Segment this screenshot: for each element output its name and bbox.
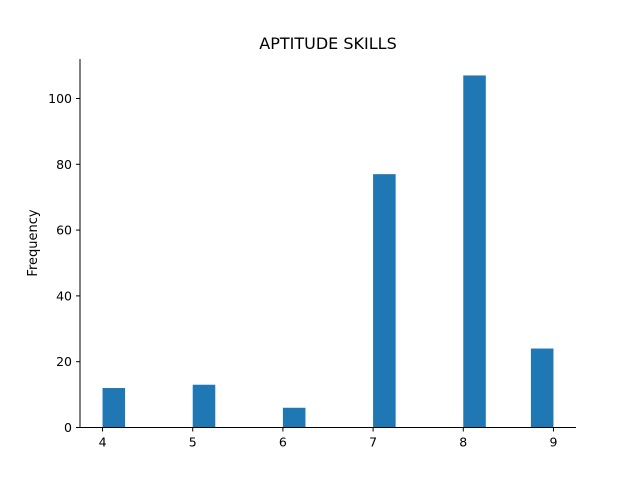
- x-ticks-group: 4 5 6 7 8 9: [99, 427, 557, 450]
- y-tick-label: 80: [56, 157, 72, 172]
- histogram-bar-3: [282, 407, 306, 428]
- histogram-bar-2: [192, 384, 216, 428]
- y-ticks-group: 0 20 40 60 80 100: [48, 91, 80, 435]
- x-tick-label: 4: [99, 435, 107, 450]
- bars-group: [102, 75, 554, 428]
- x-tick-label: 9: [549, 435, 557, 450]
- x-tick-label: 8: [459, 435, 467, 450]
- y-tick-label: 0: [64, 420, 72, 435]
- histogram-bar-6: [530, 348, 554, 428]
- x-tick-label: 7: [369, 435, 377, 450]
- chart-title: APTITUDE SKILLS: [259, 34, 396, 53]
- y-tick-label: 40: [56, 288, 72, 303]
- y-axis-label: Frequency: [26, 209, 41, 276]
- histogram-bar-4: [373, 174, 396, 428]
- y-tick-label: 20: [56, 354, 72, 369]
- y-tick-label: 100: [48, 91, 72, 106]
- histogram-bar-1: [102, 388, 126, 428]
- histogram-bar-5: [463, 75, 486, 428]
- y-tick-label: 60: [56, 223, 72, 238]
- x-tick-label: 6: [279, 435, 287, 450]
- x-tick-label: 5: [189, 435, 197, 450]
